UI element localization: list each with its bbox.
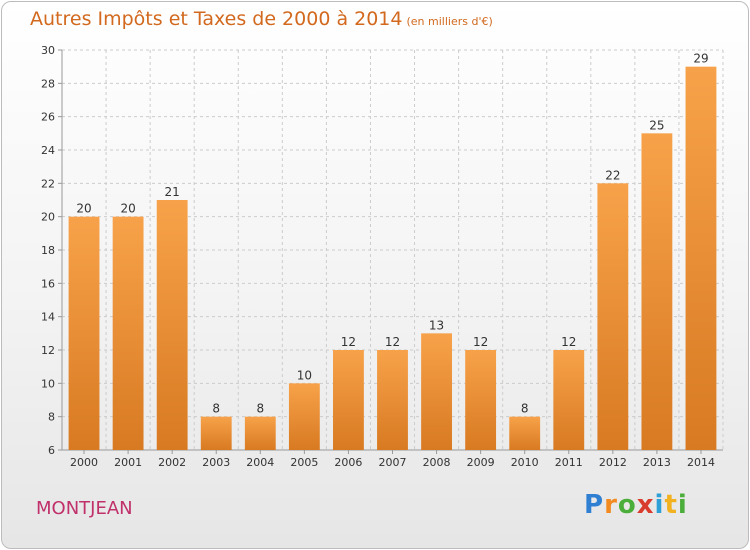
data-label: 12 [385,335,400,349]
bar [685,66,717,451]
bar [68,216,100,450]
data-label: 8 [256,402,264,416]
data-label: 8 [521,402,529,416]
bar [200,416,232,450]
y-tick-label: 8 [48,411,55,424]
bars [68,66,717,451]
data-label: 12 [473,335,488,349]
data-label: 13 [429,318,444,332]
bar [465,350,497,450]
x-tick-label: 2002 [158,456,186,469]
bar [288,383,320,450]
x-tick-label: 2003 [202,456,230,469]
chart-subtitle: (en milliers d'€) [406,15,493,28]
logo-letter: i [677,490,688,520]
y-tick-label: 30 [41,44,55,57]
y-tick-label: 18 [41,244,55,257]
logo-letter: r [604,490,618,520]
x-tick-label: 2006 [334,456,362,469]
bar [112,216,144,450]
data-label: 20 [120,202,135,216]
logo-letter: i [654,490,665,520]
x-tick-label: 2009 [467,456,495,469]
x-tick-label: 2010 [511,456,539,469]
labels: 6 8 10 12 14 16 18 20 22 24 26 28 30 20 2000 20 2001 21 20… [41,44,715,469]
y-tick-label: 16 [41,277,55,290]
logo-letter: x [636,490,655,520]
bar [509,416,541,450]
data-label: 12 [561,335,576,349]
data-label: 20 [76,202,91,216]
logo-letter: o [617,490,637,520]
bar [641,133,673,451]
data-label: 8 [212,402,220,416]
y-tick-label: 28 [41,77,55,90]
data-label: 12 [341,335,356,349]
y-tick-label: 22 [41,177,55,190]
data-label: 29 [693,52,708,66]
y-tick-label: 24 [41,144,55,157]
x-tick-label: 2013 [643,456,671,469]
bar [421,333,452,450]
y-tick-label: 14 [41,311,55,324]
bar [156,200,188,450]
city-name: MONTJEAN [36,498,133,519]
x-tick-label: 2001 [114,456,142,469]
bar [377,350,408,450]
y-tick-label: 6 [48,444,55,457]
y-tick-label: 12 [41,344,55,357]
chart-title: Autres Impôts et Taxes de 2000 à 2014 (en… [30,8,493,30]
bar [553,350,585,450]
bar [244,416,276,450]
data-label: 22 [605,168,620,182]
bar [597,183,629,451]
x-tick-label: 2004 [246,456,274,469]
x-tick-label: 2007 [379,456,407,469]
x-tick-label: 2012 [599,456,627,469]
y-tick-label: 10 [41,377,55,390]
x-tick-label: 2005 [290,456,318,469]
data-label: 10 [297,368,312,382]
x-tick-label: 2011 [555,456,583,469]
data-label: 25 [649,118,664,132]
y-tick-label: 26 [41,111,55,124]
logo-letter: P [584,490,605,520]
data-label: 21 [165,185,180,199]
y-tick-label: 20 [41,211,55,224]
chart-title-text: Autres Impôts et Taxes de 2000 à 2014 [30,8,403,30]
bar [333,350,364,450]
x-tick-label: 2000 [70,456,98,469]
proxiti-logo: Proxiti [584,490,688,520]
logo-letter: t [664,490,678,520]
x-tick-label: 2014 [687,456,715,469]
x-tick-label: 2008 [423,456,451,469]
